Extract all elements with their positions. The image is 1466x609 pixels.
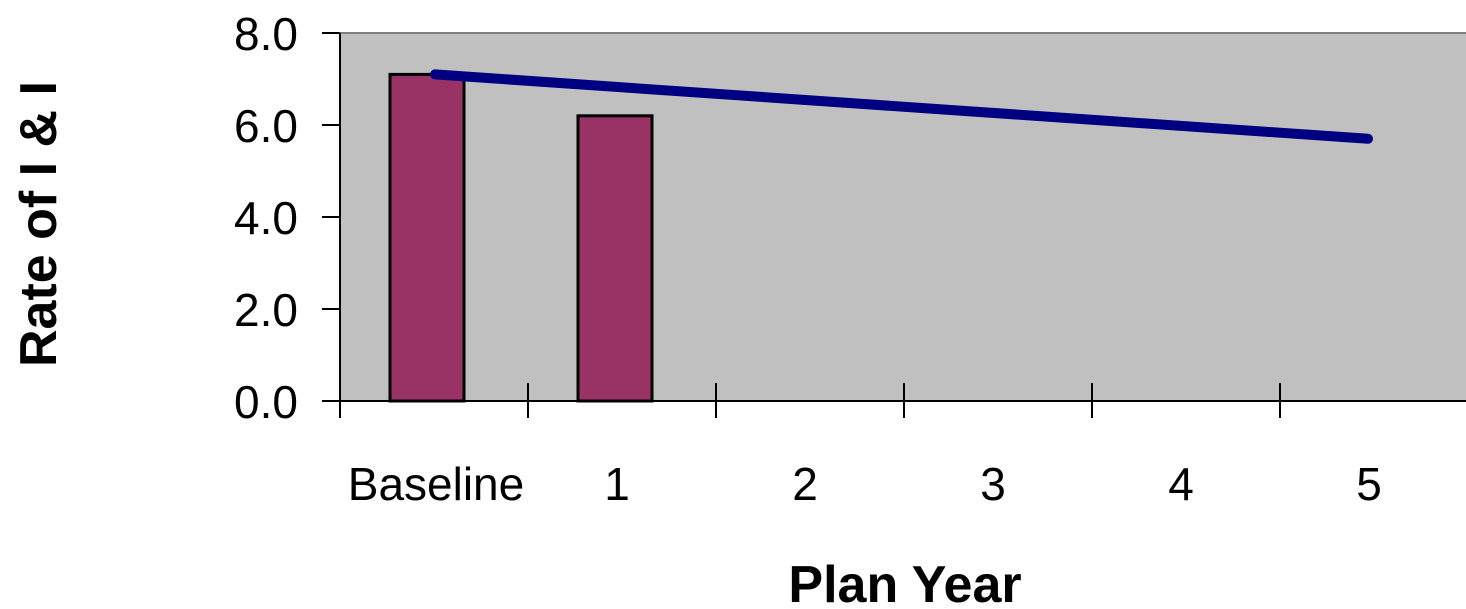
bar-1 (576, 114, 654, 403)
x-tick-label: 5 (1356, 458, 1382, 510)
x-tick-label: 2 (792, 458, 818, 510)
y-tick-label: 6.0 (234, 100, 298, 152)
x-tick-label: 3 (980, 458, 1006, 510)
plot-area (339, 32, 1466, 402)
bars-layer (388, 72, 654, 403)
y-tick-label: 4.0 (234, 192, 298, 244)
x-tick-label: 4 (1168, 458, 1194, 510)
x-tick-label: 1 (604, 458, 630, 510)
x-axis-title: Plan Year (788, 556, 1021, 609)
trend-line-layer (430, 69, 1373, 144)
y-tick-label: 8.0 (234, 8, 298, 60)
bar-baseline (388, 72, 466, 403)
x-tick-label: Baseline (348, 458, 524, 510)
y-tick-label: 2.0 (234, 284, 298, 336)
tick-labels-layer: 0.0 2.0 4.0 6.0 8.0 Baseline 1 2 3 4 5 (234, 8, 1382, 510)
y-tick-label: 0.0 (234, 376, 298, 428)
axes-layer (322, 32, 1466, 418)
trend-line (430, 69, 1373, 144)
y-axis-title: Rate of I & I (10, 81, 68, 367)
